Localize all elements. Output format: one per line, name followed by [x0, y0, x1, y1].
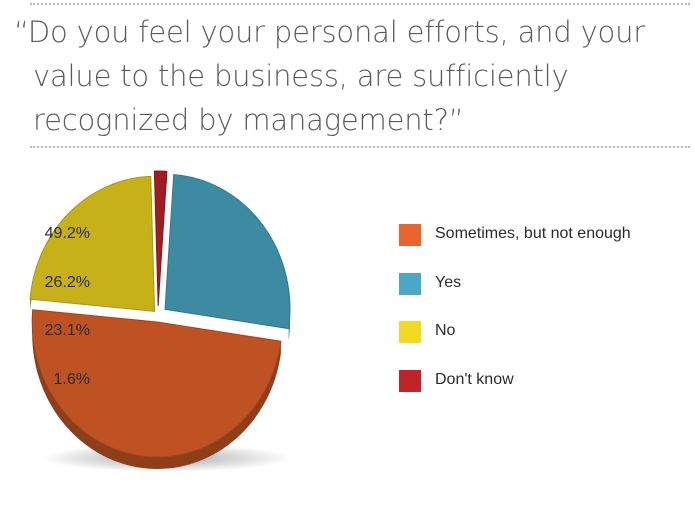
survey-question: “Do you feel your personal efforts, and …	[14, 10, 674, 142]
legend-swatch	[399, 321, 421, 343]
slice-no	[29, 175, 156, 312]
question-line: “Do you feel your personal efforts, and …	[14, 15, 645, 49]
top-divider	[30, 3, 690, 5]
legend-value: 26.2%	[44, 273, 90, 291]
legend-value: 49.2%	[44, 225, 90, 242]
legend-label: Don't know	[435, 370, 514, 388]
legend-label: Sometimes, but not enough	[435, 225, 631, 242]
legend-value: 1.6%	[53, 370, 90, 388]
slice-yes	[164, 174, 291, 330]
pie-slices	[29, 170, 291, 469]
slice-dont-know	[153, 170, 168, 307]
legend-value: 23.1%	[44, 322, 90, 339]
slice-sometimes	[31, 309, 282, 458]
pie-chart	[29, 170, 291, 472]
question-line: value to the business, are sufficiently	[33, 59, 569, 93]
legend-swatch	[399, 224, 421, 246]
bottom-divider	[30, 146, 690, 148]
question-line: recognized by management?”	[33, 103, 464, 137]
legend-swatch	[399, 369, 421, 392]
legend-swatch	[399, 272, 421, 295]
legend-label: Yes	[435, 273, 462, 291]
legend-label: No	[435, 322, 456, 339]
